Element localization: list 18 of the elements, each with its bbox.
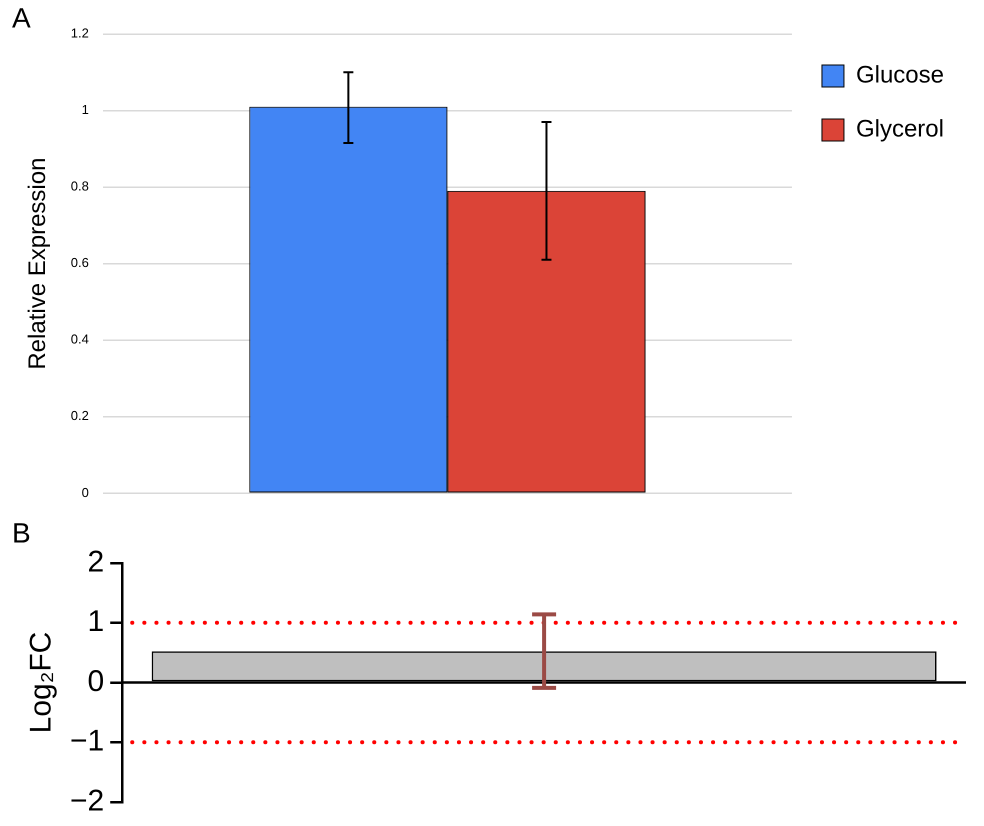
- y-tick-label: 1: [82, 102, 89, 118]
- y-tick-label: 0.6: [70, 255, 89, 270]
- text: A: [12, 2, 31, 34]
- y-tick-label: 0: [88, 664, 104, 698]
- text: B: [12, 518, 31, 549]
- y-tick-label: −2: [70, 784, 104, 818]
- y-tick-label: 2: [88, 545, 104, 578]
- y-axis-title: Relative Expression: [24, 158, 52, 370]
- y-tick-label: 0.8: [70, 178, 89, 194]
- legend-label: Glucose: [856, 62, 944, 89]
- y-tick-label: 1.2: [70, 26, 89, 41]
- y-tick-label: 0: [82, 484, 89, 500]
- y-tick-label: 0.2: [70, 408, 89, 424]
- y-tick-label: −1: [70, 724, 104, 758]
- y-tick-label: 0.4: [70, 332, 89, 347]
- y-axis-title: Log₂FC: [24, 632, 58, 734]
- y-tick-label: 1: [88, 605, 104, 638]
- legend-label: Glycerol: [856, 116, 944, 143]
